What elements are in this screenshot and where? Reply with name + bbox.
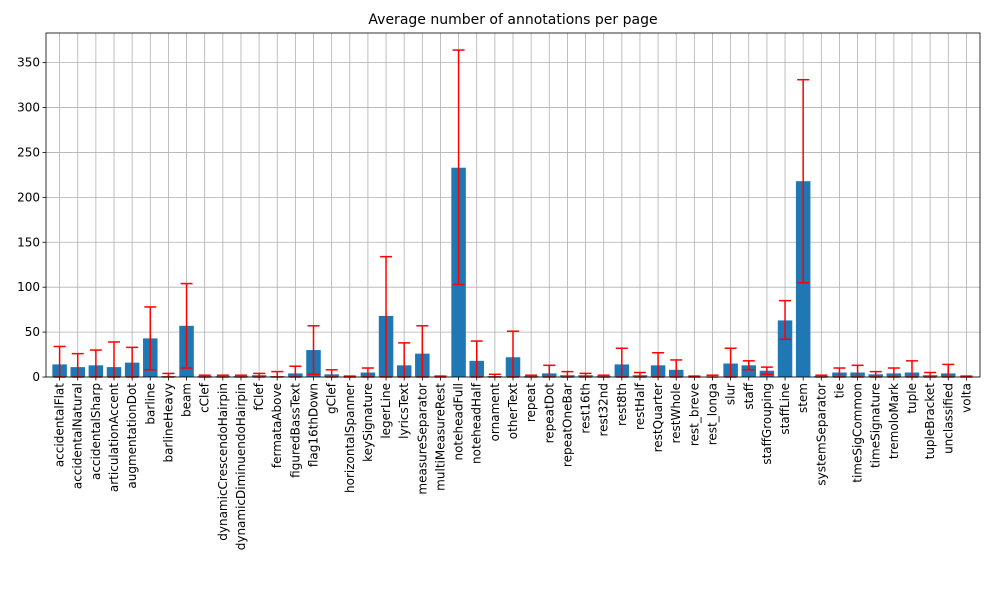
y-tick-label: 350	[17, 56, 40, 70]
x-tick-label: systemSeparator	[814, 383, 828, 486]
error-bar-staffLine	[779, 299, 792, 341]
x-tick-label: measureSeparator	[415, 383, 429, 495]
x-tick-label: legerLine	[379, 383, 393, 439]
x-tick-label: staff	[742, 382, 756, 409]
x-tick-label: repeatOneBar	[560, 383, 574, 467]
chart-title: Average number of annotations per page	[368, 12, 657, 28]
y-tick-label: 200	[17, 190, 40, 204]
x-tick-label: lyricsText	[397, 383, 411, 439]
x-tick-label: flag16thDown	[307, 383, 321, 467]
error-bar-staff	[742, 360, 755, 371]
x-tick-label: rest_longa	[705, 383, 719, 445]
error-bar-restHalf	[633, 371, 646, 378]
x-tick-label: figuredBassText	[288, 383, 302, 478]
error-bar-barlineHeavy	[162, 372, 175, 378]
x-tick-label: slur	[724, 383, 738, 405]
x-tick-label: rest8th	[615, 383, 629, 426]
x-tick-label: tupleBracket	[923, 383, 937, 460]
error-bar-tupleBracket	[924, 371, 937, 378]
x-tick-label: stem	[796, 383, 810, 413]
x-tick-label: noteheadFull	[452, 383, 466, 461]
error-bar-ornament	[488, 373, 501, 378]
y-tick-label: 50	[25, 325, 40, 339]
x-tick-label: articulationAccent	[107, 383, 121, 492]
x-tick-label: staffGrouping	[760, 383, 774, 465]
error-bar-noteheadFull	[452, 49, 465, 286]
x-tick-label: cClef	[198, 382, 212, 413]
x-tick-label: rest_breve	[687, 383, 701, 446]
x-tick-label: timeSigCommon	[851, 383, 865, 483]
x-tick-label: rest16th	[579, 383, 593, 434]
x-tick-label: otherText	[506, 383, 520, 440]
x-tick-label: repeatDot	[542, 383, 556, 444]
x-tick-label: fermataAbove	[270, 383, 284, 468]
x-tick-label: tuple	[905, 383, 919, 414]
x-tick-label: beam	[180, 383, 194, 417]
x-tick-label: fClef	[252, 382, 266, 410]
error-bar-barline	[144, 306, 157, 371]
x-tick-label: noteheadHalf	[470, 382, 484, 464]
x-tick-label: tie	[832, 383, 846, 398]
x-tick-label: rest32nd	[597, 383, 611, 437]
x-tick-label: barline	[143, 383, 157, 425]
x-tick-label: repeat	[524, 383, 538, 422]
y-axis: 0 50 100 150 200 250 300 350	[17, 56, 46, 384]
y-tick-label: 0	[32, 370, 40, 384]
x-tick-label: dynamicCrescendoHairpin	[216, 383, 230, 541]
x-tick-label: gClef	[325, 382, 339, 414]
x-tick-label: accidentalSharp	[89, 383, 103, 480]
x-tick-label: tremoloMark	[887, 383, 901, 459]
y-tick-label: 150	[17, 235, 40, 249]
x-tick-label: staffLine	[778, 383, 792, 435]
y-tick-label: 100	[17, 280, 40, 294]
x-tick-label: augmentationDot	[125, 383, 139, 489]
x-tick-label: dynamicDiminuendoHairpin	[234, 383, 248, 550]
x-tick-label: volta	[959, 383, 973, 413]
x-tick-label: restHalf	[633, 382, 647, 430]
x-tick-label: multiMeasureRest	[433, 383, 447, 491]
x-tick-label: accidentalNatural	[71, 383, 85, 489]
bar-staffLine	[777, 320, 793, 377]
x-tick-label: restWhole	[669, 383, 683, 444]
x-tick-label: restQuarter	[651, 383, 665, 452]
x-tick-label: horizontalSpanner	[343, 383, 357, 493]
x-tick-label: keySignature	[361, 383, 375, 462]
error-bar-stem	[797, 78, 810, 284]
x-axis: accidentalFlat accidentalNatural accidenta…	[53, 377, 973, 550]
error-bar-beam	[180, 282, 193, 369]
bar-staff	[741, 365, 757, 377]
y-tick-label: 250	[17, 145, 40, 159]
y-tick-label: 300	[17, 101, 40, 115]
x-tick-label: ornament	[488, 383, 502, 442]
x-tick-label: barlineHeavy	[161, 383, 175, 463]
bars-layer	[52, 167, 974, 377]
x-tick-label: accidentalFlat	[53, 383, 67, 467]
error-bar-flag16thDown	[307, 325, 320, 376]
x-tick-label: unclassified	[941, 383, 955, 454]
x-tick-label: timeSignature	[869, 383, 883, 468]
error-bar-staffGrouping	[760, 366, 773, 376]
